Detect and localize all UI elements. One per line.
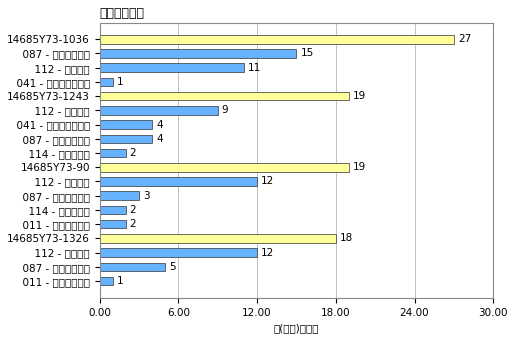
Bar	[99, 277, 113, 285]
Text: 5: 5	[169, 262, 176, 272]
Text: 12: 12	[261, 248, 274, 258]
Text: 12: 12	[261, 176, 274, 186]
Bar	[99, 35, 454, 44]
Bar	[99, 206, 126, 214]
Text: 2: 2	[130, 205, 136, 215]
Text: 1: 1	[116, 77, 123, 87]
Text: 27: 27	[458, 34, 471, 44]
Bar	[99, 92, 349, 100]
Bar	[99, 234, 336, 243]
Bar	[99, 78, 113, 86]
Bar	[99, 120, 152, 129]
Text: 4: 4	[156, 134, 163, 144]
Bar	[99, 248, 257, 257]
Text: 序列号：代码: 序列号：代码	[99, 7, 145, 20]
Bar	[99, 177, 257, 186]
X-axis label: 总(点数)百分比: 总(点数)百分比	[273, 323, 319, 333]
Text: 2: 2	[130, 148, 136, 158]
Text: 4: 4	[156, 120, 163, 130]
Bar	[99, 262, 165, 271]
Bar	[99, 163, 349, 171]
Bar	[99, 220, 126, 228]
Bar	[99, 49, 297, 58]
Text: 19: 19	[353, 91, 366, 101]
Bar	[99, 106, 218, 115]
Text: 2: 2	[130, 219, 136, 229]
Text: 11: 11	[248, 63, 261, 73]
Bar	[99, 135, 152, 143]
Text: 19: 19	[353, 162, 366, 172]
Text: 9: 9	[221, 105, 228, 115]
Text: 18: 18	[340, 233, 353, 243]
Text: 15: 15	[300, 49, 314, 58]
Bar	[99, 64, 244, 72]
Text: 1: 1	[116, 276, 123, 286]
Text: 3: 3	[143, 191, 149, 201]
Bar	[99, 149, 126, 157]
Bar	[99, 191, 139, 200]
